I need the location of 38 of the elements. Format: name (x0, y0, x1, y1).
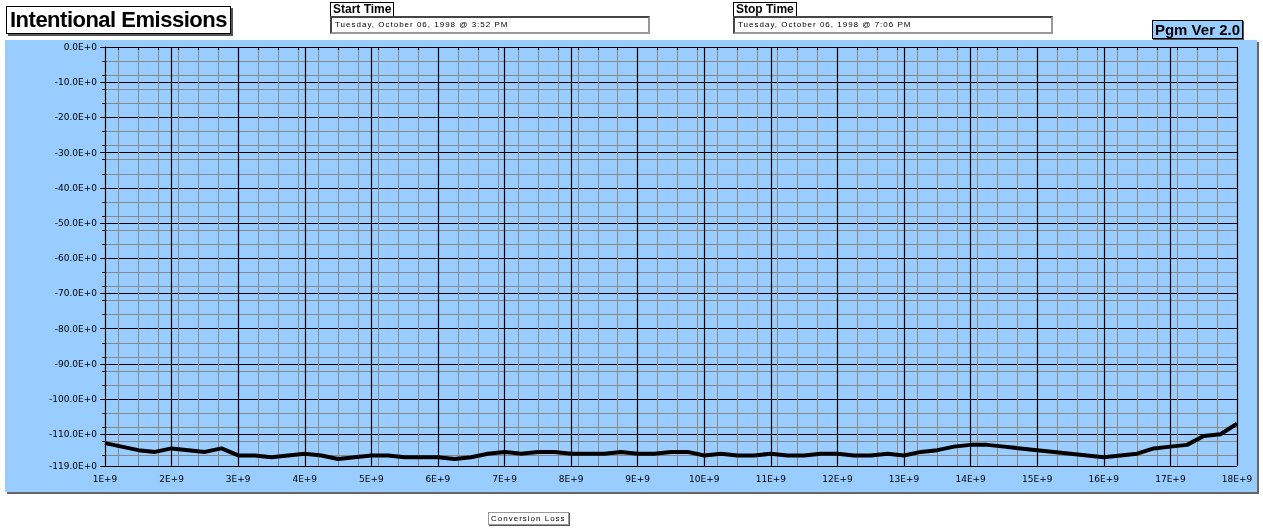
text: Stop Time (733, 2, 797, 16)
y-tick-label: 0.0E+0 (63, 42, 98, 52)
y-tick-label: -70.0E+0 (54, 288, 98, 299)
x-tick-label: 10E+9 (689, 473, 720, 484)
y-tick-label: -30.0E+0 (54, 147, 98, 158)
y-tick-label: -20.0E+0 (54, 112, 98, 123)
x-tick-label: 4E+9 (292, 473, 318, 484)
x-tick-label: 17E+9 (1155, 473, 1186, 484)
chart-title: Intentional Emissions (6, 6, 231, 34)
x-tick-label: 8E+9 (558, 473, 584, 484)
y-tick-label: -40.0E+0 (54, 182, 98, 193)
y-tick-label: -10.0E+0 (54, 77, 98, 88)
y-tick-label: -90.0E+0 (54, 358, 98, 369)
x-tick-label: 15E+9 (1022, 473, 1053, 484)
y-tick-label: -60.0E+0 (54, 253, 98, 264)
text: Pgm Ver 2.0 (1151, 20, 1243, 39)
x-tick-label: 7E+9 (492, 473, 518, 484)
text: Tuesday, October 06, 1998 @ 7:06 PM (733, 16, 1053, 34)
x-tick-label: 11E+9 (755, 473, 787, 484)
text: Start Time (330, 2, 395, 16)
y-tick-label: -80.0E+0 (54, 323, 98, 334)
y-tick-label: -50.0E+0 (54, 218, 98, 229)
x-tick-label: 1E+9 (92, 473, 118, 484)
x-tick-label: 6E+9 (425, 473, 451, 484)
x-tick-label: 18E+9 (1221, 473, 1253, 484)
x-tick-label: 3E+9 (225, 473, 251, 484)
x-tick-label: 13E+9 (888, 473, 920, 484)
x-axis-title: Conversion Loss (488, 512, 569, 525)
x-tick-label: 5E+9 (359, 473, 384, 484)
y-tick-label: -100.0E+0 (49, 394, 98, 405)
x-tick-label: 14E+9 (955, 473, 987, 484)
x-tick-label: 16E+9 (1088, 473, 1120, 484)
y-tick-label: -110.0E+0 (49, 429, 98, 440)
x-tick-label: 9E+9 (625, 473, 651, 484)
x-tick-label: 2E+9 (159, 473, 185, 484)
y-tick-label: -119.0E+0 (49, 461, 98, 471)
text: Tuesday, October 06, 1998 @ 3:52 PM (330, 16, 650, 34)
x-tick-label: 12E+9 (822, 473, 853, 484)
